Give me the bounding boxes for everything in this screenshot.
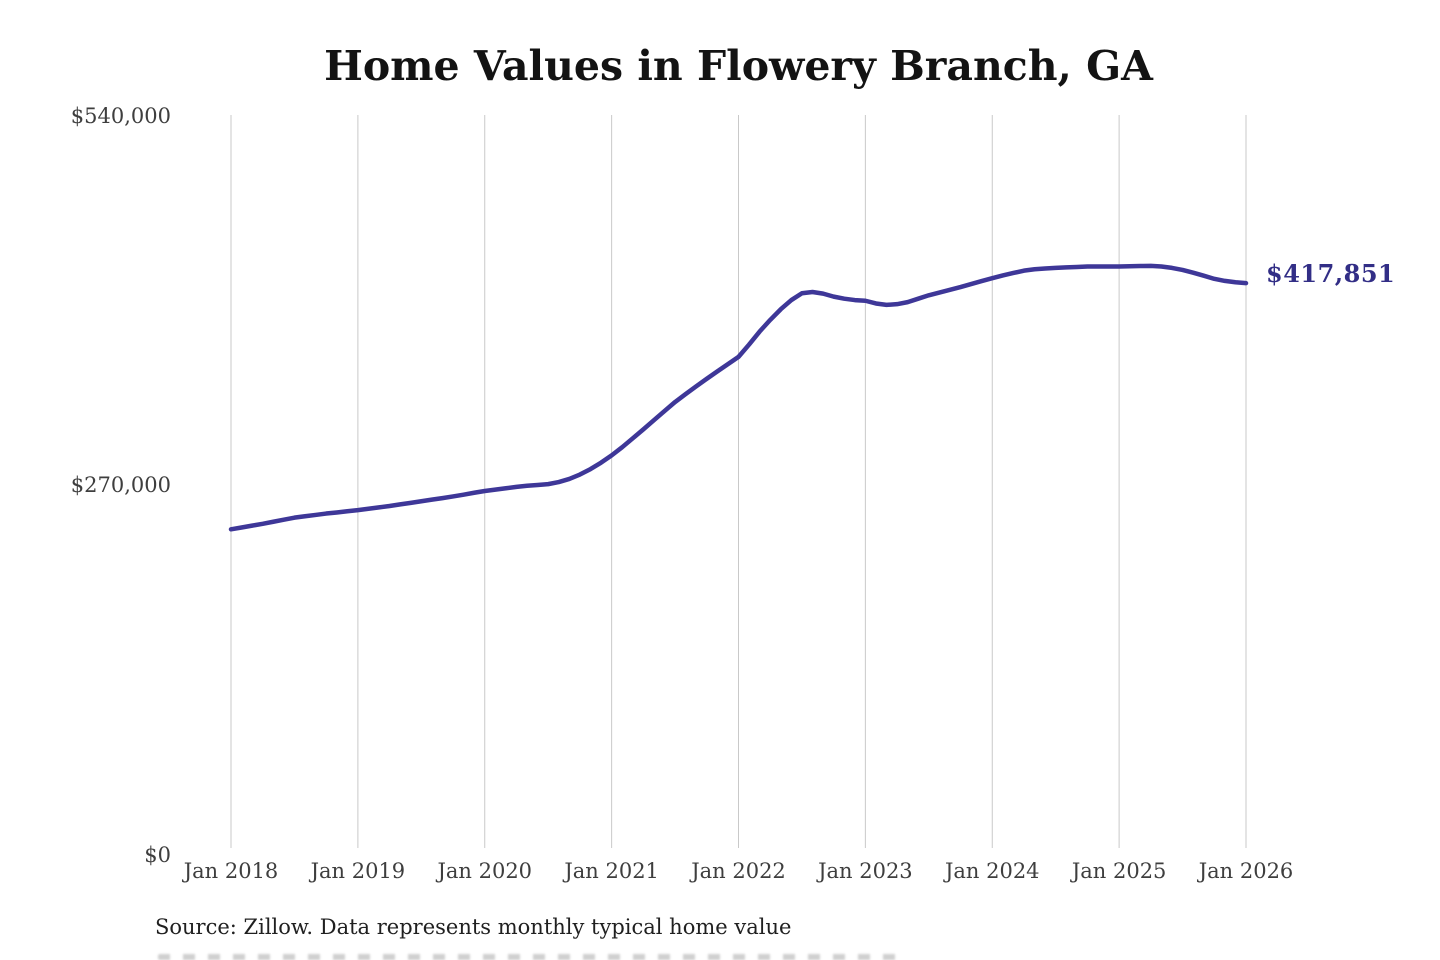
current-value-label: $417,851 bbox=[1266, 259, 1396, 288]
x-tick-jan-2020: Jan 2020 bbox=[437, 859, 533, 883]
source-note: Source: Zillow. Data represents monthly … bbox=[155, 915, 792, 939]
x-tick-jan-2023: Jan 2023 bbox=[818, 859, 913, 883]
y-tick-540000: $540,000 bbox=[70, 104, 171, 128]
x-tick-jan-2022: Jan 2022 bbox=[691, 859, 786, 883]
x-tick-jan-2024: Jan 2024 bbox=[944, 859, 1040, 883]
x-tick-jan-2019: Jan 2019 bbox=[310, 859, 406, 883]
truncated-text-remnant bbox=[158, 954, 898, 960]
y-tick-270000: $270,000 bbox=[70, 473, 171, 497]
chart-title: Home Values in Flowery Branch, GA bbox=[324, 42, 1153, 90]
x-tick-jan-2018: Jan 2018 bbox=[183, 859, 279, 883]
y-tick-0: $0 bbox=[144, 843, 171, 867]
x-tick-jan-2025: Jan 2025 bbox=[1071, 859, 1167, 883]
x-tick-jan-2026: Jan 2026 bbox=[1198, 859, 1294, 883]
x-tick-jan-2021: Jan 2021 bbox=[564, 859, 659, 883]
